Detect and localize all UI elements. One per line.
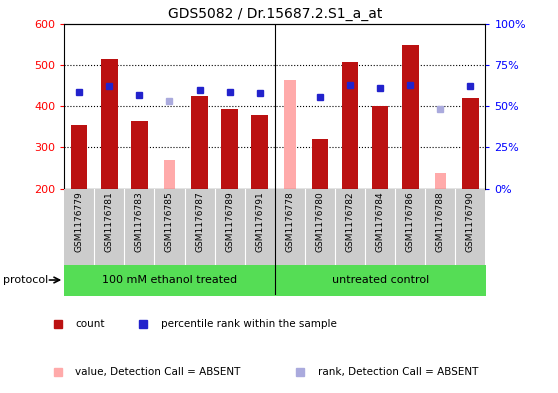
Text: protocol: protocol	[3, 275, 48, 285]
Text: GSM1176782: GSM1176782	[345, 191, 354, 252]
Text: GSM1176778: GSM1176778	[285, 191, 295, 252]
Bar	[222, 109, 238, 189]
Text: GSM1176784: GSM1176784	[376, 191, 384, 252]
Bar	[101, 59, 118, 189]
Text: percentile rank within the sample: percentile rank within the sample	[161, 319, 336, 329]
Text: untreated control: untreated control	[331, 275, 429, 285]
Bar	[462, 98, 479, 189]
Text: GSM1176780: GSM1176780	[315, 191, 324, 252]
Bar	[131, 121, 148, 189]
Text: GSM1176785: GSM1176785	[165, 191, 174, 252]
Bar	[71, 125, 88, 189]
Bar	[312, 139, 328, 189]
Bar	[435, 173, 446, 189]
Text: 100 mM ethanol treated: 100 mM ethanol treated	[102, 275, 237, 285]
Text: GSM1176788: GSM1176788	[436, 191, 445, 252]
Text: GSM1176779: GSM1176779	[75, 191, 84, 252]
Bar	[284, 80, 296, 189]
Text: GSM1176787: GSM1176787	[195, 191, 204, 252]
Bar	[372, 106, 388, 189]
Text: value, Detection Call = ABSENT: value, Detection Call = ABSENT	[75, 367, 241, 377]
Bar	[402, 45, 418, 189]
Bar	[252, 115, 268, 189]
Text: GSM1176786: GSM1176786	[406, 191, 415, 252]
Text: GSM1176789: GSM1176789	[225, 191, 234, 252]
Bar	[341, 62, 358, 189]
Bar	[191, 96, 208, 189]
Text: count: count	[75, 319, 105, 329]
Text: GSM1176790: GSM1176790	[466, 191, 475, 252]
Bar	[163, 160, 175, 189]
Text: GSM1176781: GSM1176781	[105, 191, 114, 252]
Text: GSM1176783: GSM1176783	[135, 191, 144, 252]
Text: GSM1176791: GSM1176791	[255, 191, 264, 252]
Title: GDS5082 / Dr.15687.2.S1_a_at: GDS5082 / Dr.15687.2.S1_a_at	[167, 7, 382, 21]
Text: rank, Detection Call = ABSENT: rank, Detection Call = ABSENT	[318, 367, 478, 377]
